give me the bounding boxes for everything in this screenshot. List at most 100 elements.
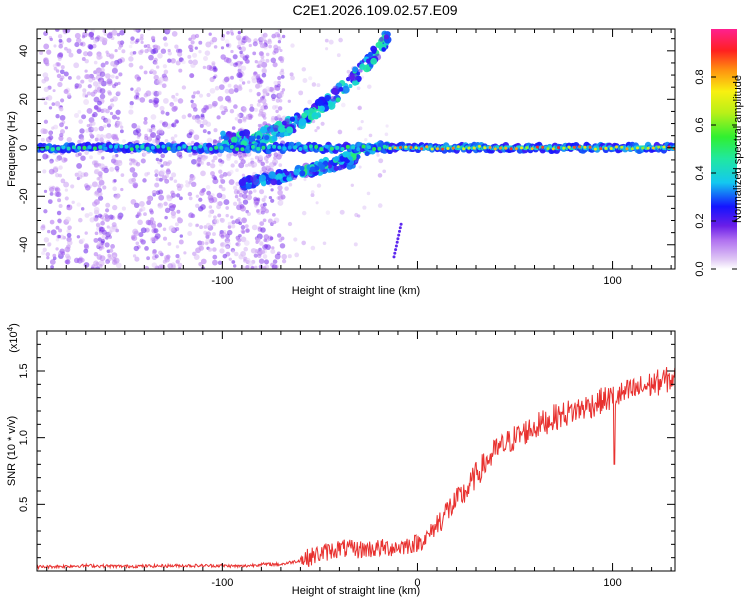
heatmap-cell bbox=[178, 239, 184, 245]
heatmap-cell bbox=[155, 134, 161, 140]
heatmap-cell bbox=[335, 145, 340, 150]
heatmap-cell bbox=[104, 60, 109, 65]
heatmap-cell bbox=[221, 110, 226, 116]
heatmap-cell bbox=[231, 250, 235, 254]
heatmap-cell bbox=[190, 213, 196, 219]
heatmap-cell bbox=[55, 238, 60, 242]
heatmap-cell bbox=[163, 42, 169, 47]
spectrogram-marks bbox=[37, 29, 675, 269]
heatmap-cell bbox=[234, 116, 239, 121]
heatmap-cell bbox=[111, 154, 117, 160]
heatmap-cell bbox=[303, 178, 307, 182]
heatmap-cell bbox=[541, 145, 545, 149]
heatmap-cell bbox=[98, 125, 105, 132]
heatmap-cell bbox=[202, 129, 207, 134]
heatmap-cell bbox=[509, 147, 513, 151]
heatmap-cell bbox=[277, 40, 282, 44]
heatmap-cell bbox=[242, 218, 247, 222]
heatmap-cell bbox=[314, 129, 318, 133]
heatmap-cell bbox=[337, 129, 343, 135]
heatmap-cell bbox=[244, 58, 250, 64]
heatmap-cell bbox=[93, 160, 99, 165]
heatmap-cell bbox=[195, 203, 200, 208]
heatmap-cell bbox=[262, 202, 267, 207]
heatmap-cell bbox=[114, 144, 118, 149]
heatmap-cell bbox=[42, 153, 49, 160]
heatmap-cell bbox=[45, 145, 50, 150]
heatmap-cell bbox=[119, 144, 124, 149]
heatmap-cell bbox=[112, 134, 119, 141]
heatmap-cell bbox=[242, 107, 248, 112]
heatmap-cell bbox=[342, 151, 349, 158]
heatmap-cell bbox=[333, 155, 340, 162]
heatmap-cell bbox=[198, 245, 203, 250]
heatmap-cell bbox=[198, 40, 203, 45]
heatmap-cell bbox=[118, 160, 123, 164]
heatmap-cell bbox=[146, 195, 153, 202]
heatmap-cell bbox=[133, 29, 139, 32]
heatmap-cell bbox=[65, 216, 71, 223]
heatmap-cell bbox=[249, 103, 254, 108]
heatmap-cell bbox=[162, 36, 168, 41]
heatmap-cell bbox=[167, 263, 174, 269]
heatmap-cell bbox=[308, 144, 313, 149]
heatmap-cell bbox=[153, 60, 158, 65]
heatmap-cell bbox=[657, 145, 661, 149]
heatmap-cell bbox=[233, 62, 238, 68]
heatmap-cell bbox=[272, 144, 277, 149]
heatmap-cell bbox=[117, 81, 121, 86]
heatmap-cell bbox=[146, 128, 151, 133]
heatmap-cell bbox=[113, 178, 117, 183]
heatmap-cell bbox=[245, 228, 250, 233]
heatmap-cell bbox=[260, 161, 265, 167]
heatmap-cell bbox=[245, 145, 250, 150]
heatmap-cell bbox=[310, 245, 316, 251]
heatmap-cell bbox=[163, 69, 169, 75]
heatmap-cell bbox=[157, 222, 163, 228]
heatmap-cell bbox=[76, 202, 81, 207]
heatmap-cell bbox=[94, 168, 100, 175]
heatmap-cell bbox=[178, 196, 183, 201]
heatmap-cell bbox=[298, 118, 307, 126]
heatmap-cell bbox=[135, 162, 141, 167]
heatmap-cell bbox=[301, 240, 307, 246]
heatmap-cell bbox=[154, 169, 159, 174]
heatmap-cell bbox=[167, 58, 172, 63]
heatmap-cell bbox=[327, 101, 336, 110]
heatmap-cell bbox=[224, 88, 230, 94]
heatmap-cell bbox=[241, 173, 246, 177]
heatmap-cell bbox=[209, 65, 213, 69]
heatmap-cell bbox=[60, 75, 65, 80]
heatmap-cell bbox=[213, 176, 218, 181]
heatmap-cell bbox=[357, 214, 361, 218]
heatmap-cell bbox=[219, 241, 226, 248]
heatmap-cell bbox=[237, 118, 243, 124]
heatmap-cell bbox=[230, 32, 234, 36]
heatmap-cell bbox=[55, 187, 61, 193]
heatmap-cell bbox=[47, 242, 51, 247]
heatmap-cell bbox=[265, 160, 269, 164]
heatmap-cell bbox=[167, 241, 172, 246]
heatmap-cell bbox=[377, 173, 383, 178]
y-tick-label: 1.5 bbox=[18, 363, 30, 378]
heatmap-cell bbox=[222, 253, 228, 259]
heatmap-cell bbox=[273, 152, 279, 157]
heatmap-cell bbox=[112, 228, 116, 232]
heatmap-cell bbox=[190, 99, 194, 104]
heatmap-cell bbox=[274, 105, 279, 109]
heatmap-cell bbox=[281, 88, 286, 92]
heatmap-cell bbox=[277, 185, 283, 191]
heatmap-cell bbox=[174, 44, 179, 49]
heatmap-cell bbox=[216, 201, 221, 206]
heatmap-cell bbox=[201, 157, 206, 162]
heatmap-cell bbox=[314, 144, 319, 149]
heatmap-cell bbox=[92, 81, 99, 87]
heatmap-cell bbox=[430, 147, 434, 151]
heatmap-cell bbox=[181, 85, 187, 90]
heatmap-cell bbox=[435, 147, 439, 151]
heatmap-cell bbox=[218, 162, 224, 167]
heatmap-cell bbox=[514, 147, 518, 151]
heatmap-cell bbox=[268, 195, 273, 200]
spectrogram-y-label: Frequency (Hz) bbox=[6, 111, 18, 187]
heatmap-cell bbox=[52, 63, 57, 68]
